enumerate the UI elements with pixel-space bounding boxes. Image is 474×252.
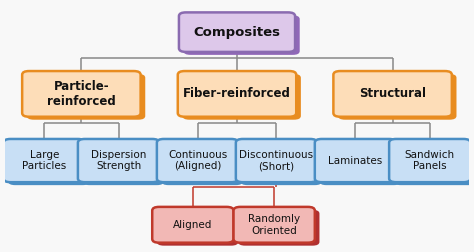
Text: Composites: Composites [193, 26, 281, 39]
FancyBboxPatch shape [4, 139, 85, 182]
FancyBboxPatch shape [78, 139, 159, 182]
FancyBboxPatch shape [178, 71, 296, 117]
FancyBboxPatch shape [238, 210, 319, 246]
Text: Large
Particles: Large Particles [22, 150, 66, 171]
Text: Sandwich
Panels: Sandwich Panels [405, 150, 455, 171]
FancyBboxPatch shape [22, 71, 141, 117]
Text: Continuous
(Aligned): Continuous (Aligned) [168, 150, 227, 171]
FancyBboxPatch shape [240, 142, 322, 185]
FancyBboxPatch shape [338, 74, 456, 120]
FancyBboxPatch shape [162, 142, 243, 185]
Text: Particle-
reinforced: Particle- reinforced [47, 80, 116, 108]
FancyBboxPatch shape [179, 12, 295, 52]
FancyBboxPatch shape [389, 139, 470, 182]
Text: Structural: Structural [359, 87, 426, 100]
FancyBboxPatch shape [82, 142, 164, 185]
FancyBboxPatch shape [234, 207, 315, 243]
FancyBboxPatch shape [394, 142, 474, 185]
FancyBboxPatch shape [236, 139, 317, 182]
Text: Aligned: Aligned [173, 220, 212, 230]
FancyBboxPatch shape [157, 210, 238, 246]
Text: Laminates: Laminates [328, 155, 383, 166]
FancyBboxPatch shape [315, 139, 396, 182]
FancyBboxPatch shape [8, 142, 90, 185]
FancyBboxPatch shape [27, 74, 145, 120]
Text: Dispersion
Strength: Dispersion Strength [91, 150, 146, 171]
FancyBboxPatch shape [152, 207, 234, 243]
FancyBboxPatch shape [183, 15, 300, 55]
FancyBboxPatch shape [319, 142, 401, 185]
FancyBboxPatch shape [333, 71, 452, 117]
Text: Fiber-reinforced: Fiber-reinforced [183, 87, 291, 100]
FancyBboxPatch shape [157, 139, 238, 182]
Text: Randomly
Oriented: Randomly Oriented [248, 214, 300, 236]
Text: Discontinuous
(Short): Discontinuous (Short) [239, 150, 313, 171]
FancyBboxPatch shape [182, 74, 301, 120]
